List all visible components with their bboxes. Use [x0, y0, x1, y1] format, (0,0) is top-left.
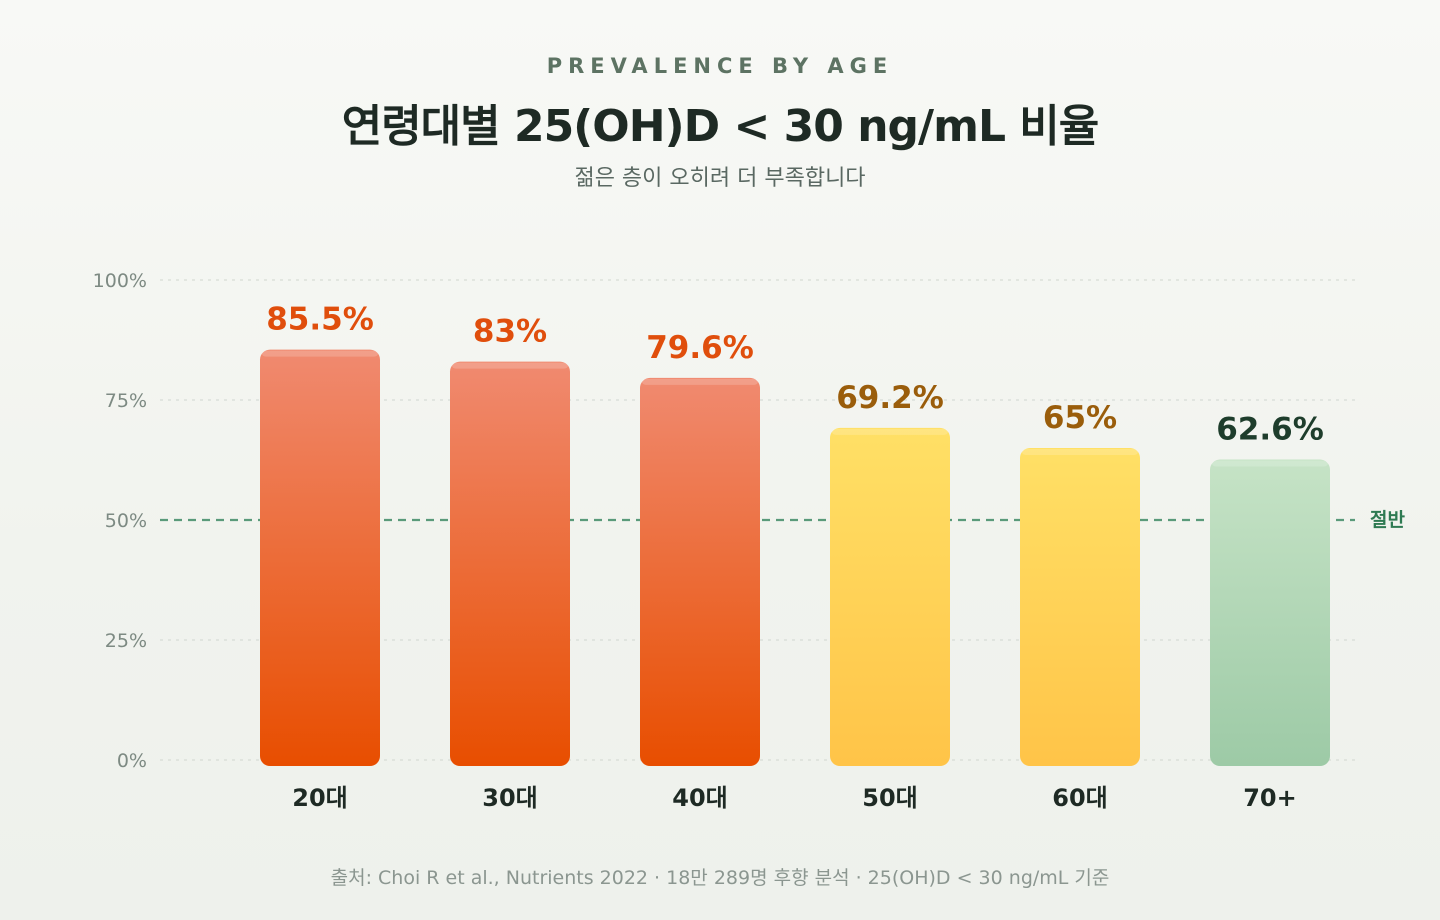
bar-value-label: 83% [473, 314, 547, 350]
chart-subtitle: 젊은 층이 오히려 더 부족합니다 [574, 166, 866, 191]
source-footnote: 출처: Choi R et al., Nutrients 2022 · 18만 … [330, 867, 1110, 889]
reference-line-label: 절반 [1370, 509, 1405, 531]
y-tick-label: 50% [105, 510, 147, 532]
x-category-label: 60대 [1052, 784, 1107, 812]
bar [450, 361, 570, 766]
bar-highlight [832, 428, 948, 435]
bar-value-label: 79.6% [646, 330, 754, 366]
x-category-label: 50대 [862, 784, 917, 812]
bar [640, 377, 760, 766]
bar-highlight [1212, 460, 1328, 467]
bar-value-label: 85.5% [266, 302, 374, 338]
y-tick-label: 25% [105, 630, 147, 652]
bar [260, 349, 380, 766]
y-tick-label: 0% [117, 750, 147, 772]
labels-layer: 85.5% 20대 83% 30대 79.6% 40대 69.2% 50대 65% 60대 62.6… [266, 302, 1324, 812]
x-category-label: 40대 [672, 784, 727, 812]
bar-highlight [1022, 449, 1138, 455]
chart-eyebrow: PREVALENCE BY AGE [546, 54, 894, 78]
bar-highlight [642, 378, 758, 385]
bars-layer [260, 349, 1330, 766]
bar [1210, 459, 1330, 766]
reference-layer: 절반 [1370, 509, 1405, 531]
bar-highlight [452, 362, 568, 369]
y-tick-label: 100% [93, 270, 147, 292]
bar-value-label: 69.2% [836, 380, 944, 416]
bar-value-label: 65% [1043, 400, 1117, 436]
chart-title: 연령대별 25(OH)D < 30 ng/mL 비율 [341, 101, 1100, 152]
bar [830, 427, 950, 766]
bar [1020, 448, 1140, 766]
y-tick-label: 75% [105, 390, 147, 412]
bar-value-label: 62.6% [1216, 412, 1324, 448]
x-category-label: 30대 [482, 784, 537, 812]
x-category-label: 70+ [1243, 784, 1297, 812]
bar-highlight [262, 350, 378, 357]
x-category-label: 20대 [292, 784, 347, 812]
